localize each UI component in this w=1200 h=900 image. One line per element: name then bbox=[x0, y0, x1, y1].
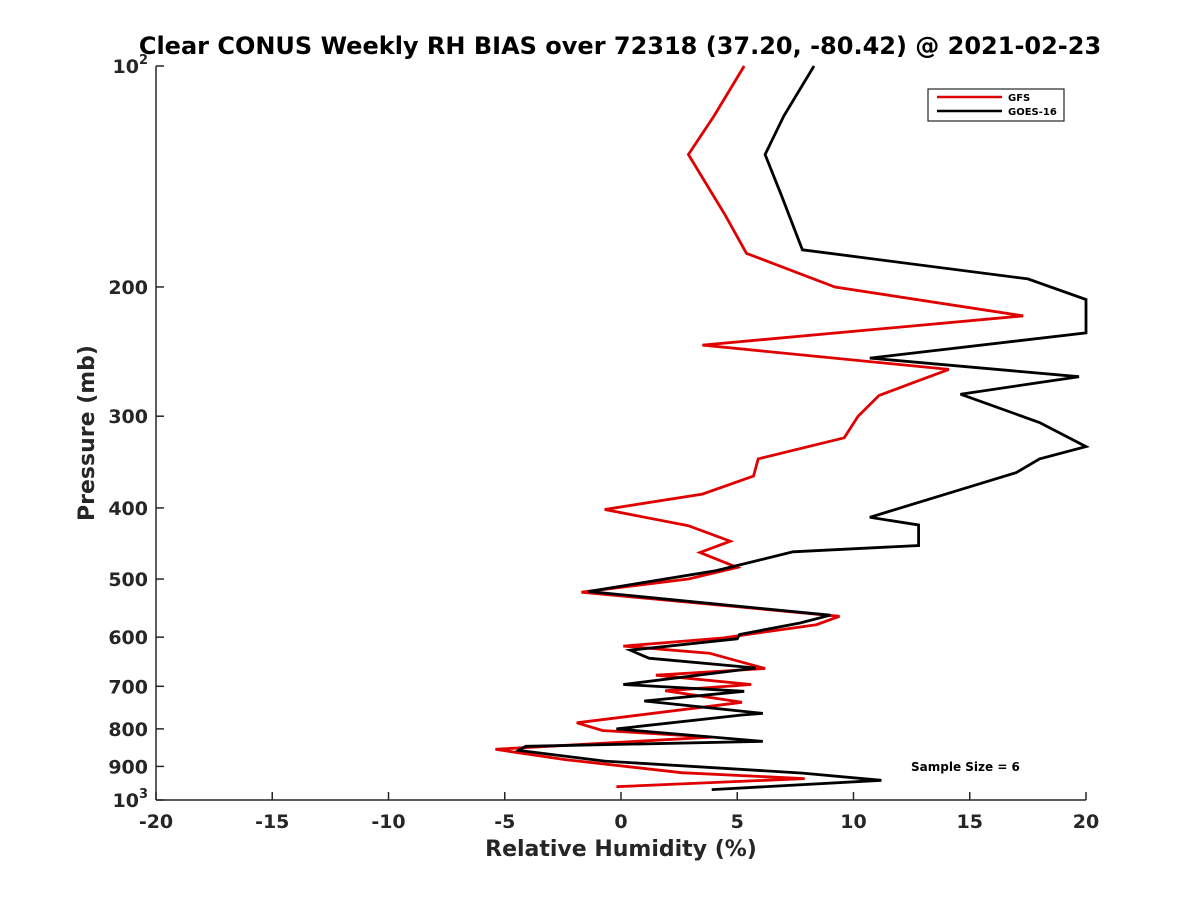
x-tick-label: -20 bbox=[139, 811, 173, 833]
series-layer bbox=[495, 65, 1090, 791]
series-line-gfs bbox=[495, 65, 1024, 789]
y-tick-label: 400 bbox=[108, 498, 148, 520]
series-line-goes16 bbox=[514, 65, 1090, 791]
x-tick-label: 10 bbox=[840, 811, 866, 833]
x-tick-label: -5 bbox=[494, 811, 515, 833]
legend-label-gfs: GFS bbox=[1008, 93, 1030, 104]
y-axis-label: Pressure (mb) bbox=[75, 345, 100, 521]
y-tick-label: 103 bbox=[113, 787, 149, 812]
x-tick-label: 20 bbox=[1073, 811, 1099, 833]
legend-box bbox=[927, 88, 1065, 122]
y-tick-label: 900 bbox=[108, 756, 148, 778]
x-tick-label: 0 bbox=[614, 811, 627, 833]
y-tick-label: 800 bbox=[108, 719, 148, 741]
y-ticks: 102 200 300 400 500 600 700 800 900 103 bbox=[108, 53, 164, 812]
y-tick-label: 300 bbox=[108, 406, 148, 428]
x-tick-label: 15 bbox=[957, 811, 983, 833]
y-tick-label: 700 bbox=[108, 676, 148, 698]
x-axis-label: Relative Humidity (%) bbox=[485, 837, 757, 862]
x-ticks: -20 -15 -10 -5 0 5 10 15 20 bbox=[139, 792, 1099, 833]
y-tick-label: 200 bbox=[108, 277, 148, 299]
x-tick-label: -10 bbox=[371, 811, 405, 833]
x-tick-label: -15 bbox=[255, 811, 289, 833]
chart-title: Clear CONUS Weekly RH BIAS over 72318 (3… bbox=[139, 32, 1101, 60]
y-tick-label: 600 bbox=[108, 627, 148, 649]
y-tick-label: 500 bbox=[108, 569, 148, 591]
y-tick-label: 102 bbox=[113, 53, 149, 78]
sample-size-annotation: Sample Size = 6 bbox=[911, 760, 1020, 774]
x-tick-label: 5 bbox=[731, 811, 744, 833]
legend-label-goes16: GOES-16 bbox=[1008, 107, 1057, 118]
legend: GFS GOES-16 bbox=[927, 88, 1065, 122]
